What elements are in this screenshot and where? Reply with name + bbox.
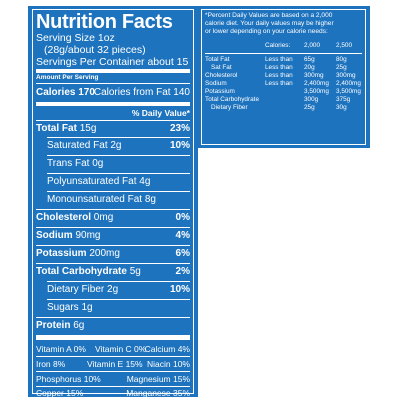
footnote-row-v1: 20g [304,64,315,71]
footnote-row-v2: 3,500mg [336,88,361,95]
divider [47,191,190,192]
divider [36,263,190,264]
vitamin-c: Vitamin C 0% [95,344,147,354]
nutrient-row-cholesterol: Cholesterol 0mg [36,212,114,223]
footnote-divider [205,53,362,54]
footnote-row-name: Total Carbohydrate [205,96,259,103]
divider [47,299,190,300]
footnote-row-v2: 300mg [336,72,356,79]
serving-size: Serving Size 1oz [36,32,115,44]
footnote-row-v2: 375g [336,96,351,103]
footnote-row-name: Dietary Fiber [211,104,248,111]
dv-dietary-fiber: 10% [169,284,190,295]
divider [47,281,190,282]
dv-saturated-fat: 10% [169,140,190,151]
nutrient-row-potassium: Potassium 200mg [36,248,120,259]
dv-total-carbohydrate: 2% [175,266,190,277]
calcium: Calcium 4% [144,344,190,354]
divider [36,371,190,372]
nutrient-row-dietary-fiber: Dietary Fiber 2g [47,284,119,295]
footnote-row-name: Potassium [205,88,235,95]
nutrition-facts-title: Nutrition Facts [36,11,173,33]
footnote-line-3: or lower depending on your calorie needs… [205,28,328,35]
nutrient-row-trans-fat: Trans Fat 0g [47,158,104,169]
servings-per-container: Servings Per Container about 15 [36,56,189,68]
daily-values-footnote-panel: *Percent Daily Values are based on a 2,0… [198,6,370,148]
footnote-row-limit: Less than [265,72,293,79]
divider [36,386,190,387]
manganese: Manganese 35% [126,388,190,398]
footnote-col-2500: 2,500 [336,42,352,49]
footnote-row-v1: 2,400mg [304,80,329,87]
divider [36,209,190,210]
nutrient-row-total-fat: Total Fat 15g [36,123,97,134]
dv-cholesterol: 0% [175,212,190,223]
footnote-col-2000: 2,000 [304,42,320,49]
dv-total-fat: 23% [169,123,190,134]
thick-divider [36,69,190,73]
footnote-row-v1: 65g [304,56,315,63]
footnote-row-v2: 30g [336,104,347,111]
footnote-row-v1: 25g [304,104,315,111]
footnote-row-name: Total Fat [205,56,230,63]
iron: Iron 8% [36,359,66,369]
divider [47,137,190,138]
divider [36,227,190,228]
divider [36,120,190,121]
footnote-row-v2: 2,400mg [336,80,361,87]
footnote-row-limit: Less than [265,56,293,63]
footnote-row-limit: Less than [265,80,293,87]
divider [36,245,190,246]
calories: Calories 170 [36,87,95,98]
nutrient-row-monounsaturated-fat: Monounsaturated Fat 8g [47,194,156,205]
vitamin-a: Vitamin A 0% [36,344,86,354]
nutrient-row-sugars: Sugars 1g [47,302,93,313]
footnote-row-v1: 3,500mg [304,88,329,95]
calories-from-fat: Calories from Fat 140 [93,87,190,98]
vitamin-e: Vitamin E 15% [87,359,143,369]
niacin: Niacin 10% [147,359,190,369]
footnote-row-name: Cholesterol [205,72,238,79]
divider [47,155,190,156]
copper: Copper 15% [36,388,84,398]
footnote-row-name: Sodium [205,80,227,87]
footnote-row-name: Sat Fat [211,64,232,71]
divider [36,83,190,84]
divider [36,317,190,318]
nutrition-facts-panel: Nutrition Facts Serving Size 1oz (28g/ab… [28,6,198,397]
thick-divider [36,335,190,340]
daily-value-header: % Daily Value* [131,108,190,118]
dv-potassium: 6% [175,248,190,259]
footnote-row-limit: Less than [265,64,293,71]
nutrient-row-protein: Protein 6g [36,320,85,331]
serving-detail: (28g/about 32 pieces) [44,44,146,56]
divider [36,356,190,357]
footnote-row-v2: 25g [336,64,347,71]
footnote-row-v2: 80g [336,56,347,63]
dv-sodium: 4% [175,230,190,241]
magnesium: Magnesium 15% [126,374,190,384]
nutrient-row-sodium: Sodium 90mg [36,230,101,241]
nutrition-facts-border: Nutrition Facts Serving Size 1oz (28g/ab… [32,9,194,397]
phosphorus: Phosphorus 10% [36,374,101,384]
nutrient-row-polyunsaturated-fat: Polyunsaturated Fat 4g [47,176,151,187]
footnote-border: *Percent Daily Values are based on a 2,0… [201,9,366,145]
thick-divider [36,102,190,106]
footnote-row-v1: 300mg [304,72,324,79]
nutrient-row-saturated-fat: Saturated Fat 2g [47,140,122,151]
footnote-calories-label: Calories: [265,42,291,49]
amount-per-serving: Amount Per Serving [36,74,99,81]
nutrient-row-total-carbohydrate: Total Carbohydrate 5g [36,266,141,277]
footnote-line-2: calorie diet. Your daily values may be h… [205,20,334,27]
footnote-row-v1: 300g [304,96,319,103]
footnote-line-1: *Percent Daily Values are based on a 2,0… [205,12,333,19]
divider [47,173,190,174]
